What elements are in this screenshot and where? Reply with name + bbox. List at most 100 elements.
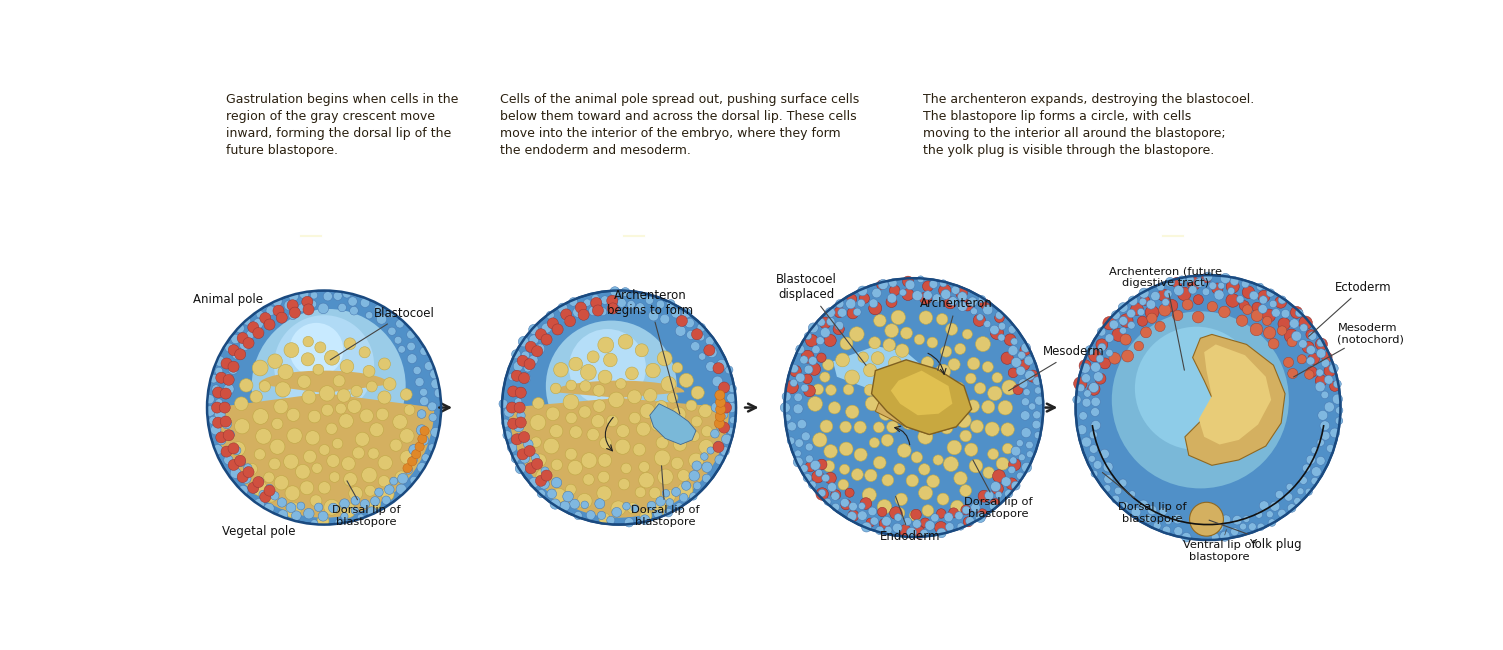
Circle shape xyxy=(275,382,290,397)
Text: Blastocoel
displaced: Blastocoel displaced xyxy=(776,273,866,365)
Circle shape xyxy=(591,298,601,309)
Circle shape xyxy=(816,469,822,476)
Circle shape xyxy=(222,374,234,385)
Circle shape xyxy=(1315,382,1326,392)
Circle shape xyxy=(899,525,911,536)
Circle shape xyxy=(948,508,959,518)
Circle shape xyxy=(367,507,376,516)
Circle shape xyxy=(274,305,284,317)
Circle shape xyxy=(720,447,729,456)
Circle shape xyxy=(715,455,724,465)
Circle shape xyxy=(897,444,911,458)
Circle shape xyxy=(311,463,322,473)
Circle shape xyxy=(1019,454,1025,461)
Circle shape xyxy=(1091,471,1097,477)
Circle shape xyxy=(567,380,577,391)
Circle shape xyxy=(974,383,986,394)
Circle shape xyxy=(594,384,604,396)
Circle shape xyxy=(1333,380,1341,388)
Circle shape xyxy=(212,402,222,413)
Circle shape xyxy=(1272,309,1281,317)
Circle shape xyxy=(1287,484,1293,491)
Circle shape xyxy=(514,398,522,405)
Circle shape xyxy=(640,404,655,419)
Circle shape xyxy=(1130,303,1144,315)
Circle shape xyxy=(834,307,845,318)
Circle shape xyxy=(598,454,612,467)
Circle shape xyxy=(1258,291,1270,302)
Circle shape xyxy=(243,317,251,325)
Circle shape xyxy=(724,366,733,374)
Circle shape xyxy=(720,402,732,413)
Circle shape xyxy=(948,358,960,370)
Circle shape xyxy=(583,474,594,485)
Circle shape xyxy=(1317,439,1324,447)
Circle shape xyxy=(945,323,957,335)
Circle shape xyxy=(1211,283,1223,294)
Circle shape xyxy=(607,303,618,314)
Circle shape xyxy=(1211,533,1219,541)
Circle shape xyxy=(962,329,972,339)
Circle shape xyxy=(1028,403,1036,410)
Circle shape xyxy=(990,325,999,335)
Circle shape xyxy=(636,303,645,311)
Circle shape xyxy=(234,419,249,434)
Circle shape xyxy=(882,517,891,526)
Circle shape xyxy=(1172,514,1183,524)
Circle shape xyxy=(911,509,921,520)
Circle shape xyxy=(1009,346,1018,356)
Circle shape xyxy=(1091,421,1100,430)
Circle shape xyxy=(920,311,932,324)
Circle shape xyxy=(1013,385,1024,395)
Circle shape xyxy=(1297,488,1305,495)
Circle shape xyxy=(885,324,899,337)
Circle shape xyxy=(340,502,355,518)
Circle shape xyxy=(326,454,340,467)
Circle shape xyxy=(920,518,930,528)
Circle shape xyxy=(550,499,561,509)
Circle shape xyxy=(887,296,897,307)
Circle shape xyxy=(1076,275,1341,540)
Circle shape xyxy=(672,407,685,422)
Circle shape xyxy=(905,280,915,290)
Circle shape xyxy=(956,287,968,299)
Circle shape xyxy=(989,502,996,510)
Circle shape xyxy=(998,334,1006,341)
Circle shape xyxy=(1306,367,1317,378)
Circle shape xyxy=(1258,304,1267,313)
Circle shape xyxy=(416,425,427,436)
Circle shape xyxy=(322,404,334,416)
Circle shape xyxy=(1141,296,1150,306)
Circle shape xyxy=(597,512,606,519)
Circle shape xyxy=(409,445,419,455)
Circle shape xyxy=(1016,367,1025,376)
Circle shape xyxy=(1229,276,1238,285)
Circle shape xyxy=(511,370,523,382)
Circle shape xyxy=(852,469,863,480)
Circle shape xyxy=(1004,489,1013,498)
Circle shape xyxy=(565,316,576,327)
Circle shape xyxy=(705,337,714,345)
Circle shape xyxy=(869,337,881,348)
Circle shape xyxy=(253,328,265,339)
Circle shape xyxy=(658,469,673,485)
Circle shape xyxy=(1243,286,1255,298)
Circle shape xyxy=(221,446,231,457)
Circle shape xyxy=(1321,359,1330,367)
Circle shape xyxy=(580,381,591,392)
Circle shape xyxy=(1009,368,1018,378)
Circle shape xyxy=(726,402,736,413)
Circle shape xyxy=(1178,276,1186,283)
Circle shape xyxy=(1111,311,1120,319)
Circle shape xyxy=(370,422,383,437)
Circle shape xyxy=(1241,280,1249,288)
Circle shape xyxy=(691,461,702,471)
Circle shape xyxy=(1278,509,1287,517)
Circle shape xyxy=(278,365,293,380)
Circle shape xyxy=(998,322,1006,330)
Text: Dorsal lip of
blastopore: Dorsal lip of blastopore xyxy=(1102,473,1187,523)
Circle shape xyxy=(836,353,849,367)
Circle shape xyxy=(298,502,305,510)
Circle shape xyxy=(430,369,439,379)
Circle shape xyxy=(789,365,801,377)
